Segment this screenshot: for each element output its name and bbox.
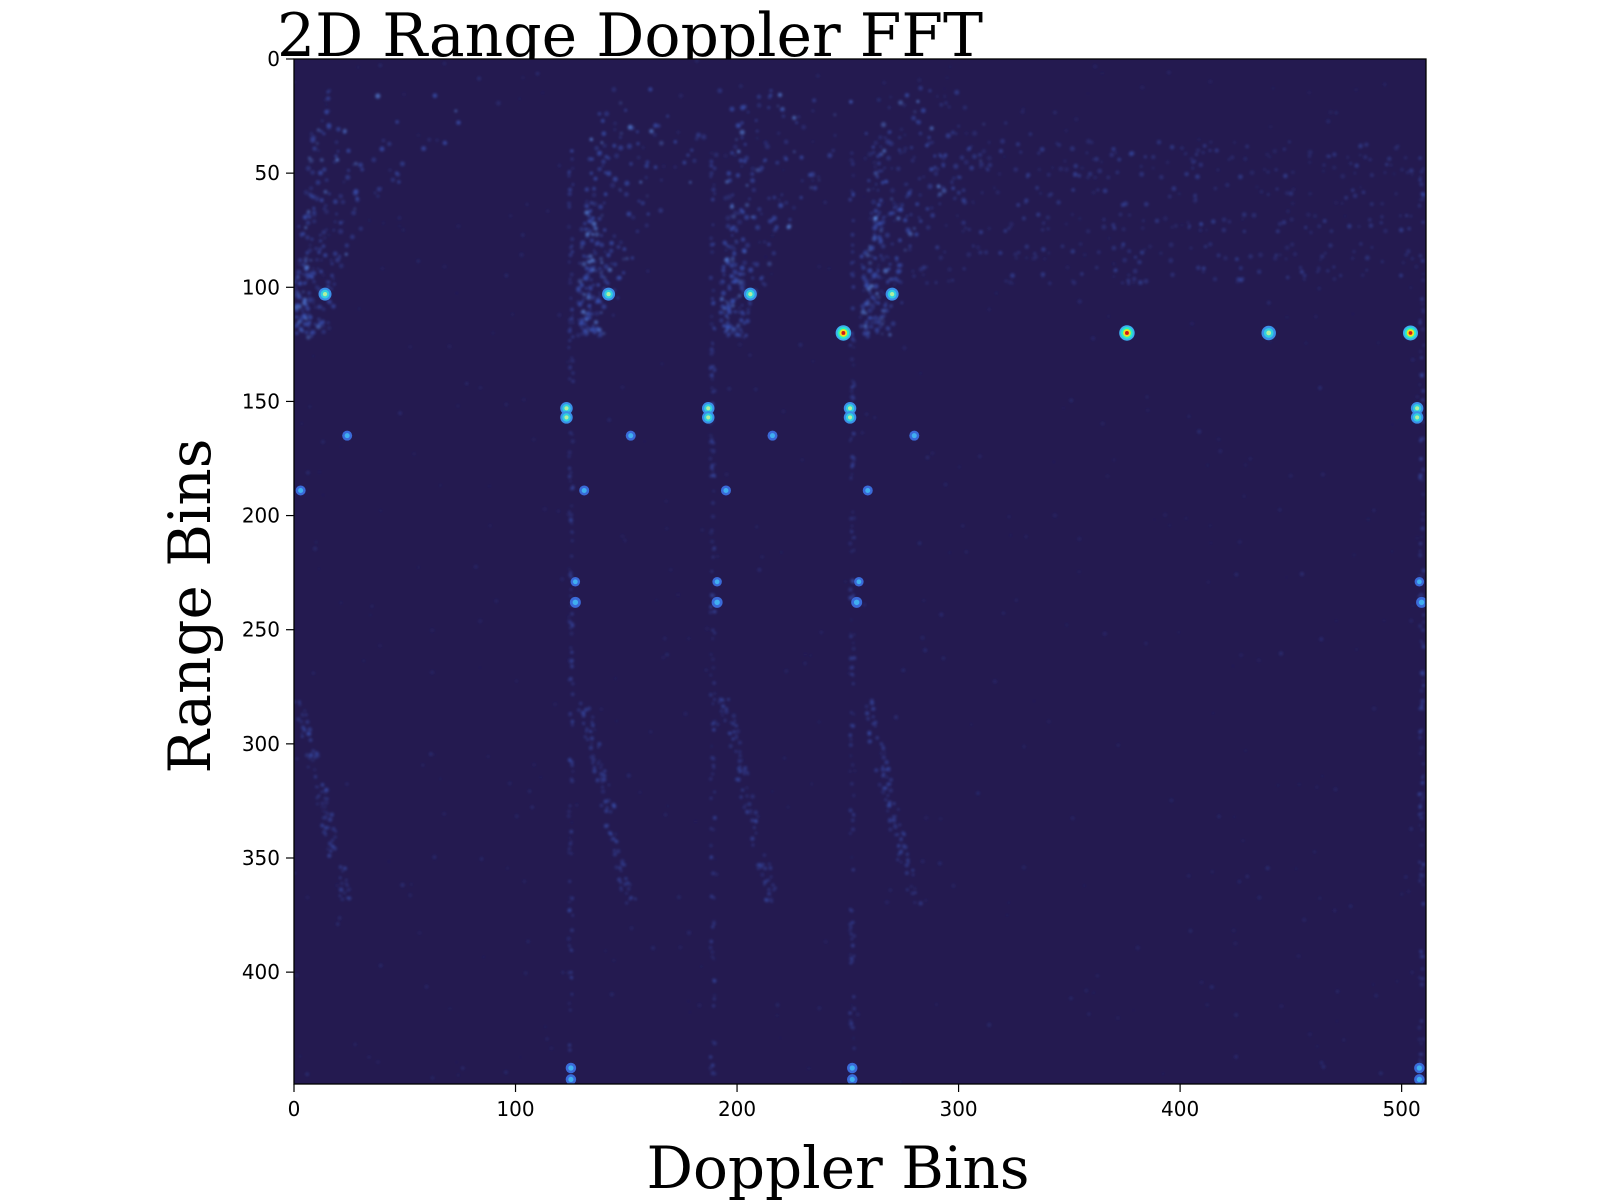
y-tick-label: 200 (242, 504, 280, 528)
target-peak (1414, 1074, 1425, 1084)
y-axis-label: Range Bins (156, 438, 224, 773)
target-peak (846, 1062, 858, 1074)
target-peak (1119, 325, 1135, 341)
target-peak (570, 577, 581, 587)
target-peak (702, 411, 715, 424)
target-peak (909, 430, 920, 441)
x-tick-label: 400 (1161, 1097, 1199, 1121)
target-peak (1414, 577, 1425, 587)
target-peak (625, 430, 636, 441)
target-peak (702, 402, 715, 415)
target-peak (846, 1074, 858, 1084)
target-peak (342, 430, 353, 441)
plot-frame (293, 58, 1427, 1085)
target-peak (1416, 596, 1426, 608)
x-tick-label: 500 (1383, 1097, 1421, 1121)
target-peak (579, 485, 590, 496)
x-tick-label: 300 (939, 1097, 977, 1121)
target-peak (843, 402, 857, 415)
target-peak (565, 1062, 577, 1074)
target-peak (712, 577, 722, 587)
target-peak (1410, 402, 1424, 415)
clutter-arc (575, 87, 785, 905)
target-peak (560, 402, 573, 415)
clutter-arc (859, 89, 1033, 906)
y-tick-label: 0 (267, 47, 280, 71)
y-tick-label: 250 (242, 618, 280, 642)
y-tick-label: 100 (242, 275, 280, 299)
y-tick-label: 50 (255, 161, 280, 185)
target-peak (1414, 1062, 1425, 1074)
target-peak (1402, 325, 1418, 341)
target-peak (767, 430, 778, 441)
heatmap-layer (294, 59, 1426, 1084)
y-tick-label: 150 (242, 389, 280, 413)
target-peak (743, 287, 757, 301)
y-tick-label: 400 (242, 960, 280, 984)
target-peak (318, 287, 332, 301)
x-axis-label: Doppler Bins (646, 1134, 1029, 1200)
clutter-texture (294, 59, 1426, 1084)
target-peak (711, 596, 723, 608)
target-peak (565, 1074, 577, 1084)
target-peak (1261, 325, 1276, 341)
target-peak (602, 287, 616, 301)
target-peak (862, 485, 873, 496)
x-axis-ticks: 0 100 200 300 400 500 (288, 1084, 1421, 1121)
y-tick-label: 300 (242, 732, 280, 756)
plot-background (294, 59, 1426, 1084)
target-peak (560, 411, 573, 424)
x-tick-label: 0 (288, 1097, 301, 1121)
target-peak (569, 596, 581, 608)
y-tick-label: 350 (242, 846, 280, 870)
target-peak (843, 411, 857, 424)
target-peak (1410, 411, 1424, 424)
target-peak (835, 325, 852, 341)
target-peak (854, 577, 864, 587)
clutter-arc (294, 88, 501, 901)
y-axis-ticks: 0 50 100 150 200 250 300 350 400 (242, 47, 294, 984)
target-peak (720, 485, 731, 496)
target-peak (885, 287, 899, 301)
x-tick-label: 200 (718, 1097, 756, 1121)
x-tick-label: 100 (496, 1097, 534, 1121)
clutter-arc (717, 85, 939, 904)
target-peak (295, 485, 306, 496)
target-peak (851, 596, 863, 608)
